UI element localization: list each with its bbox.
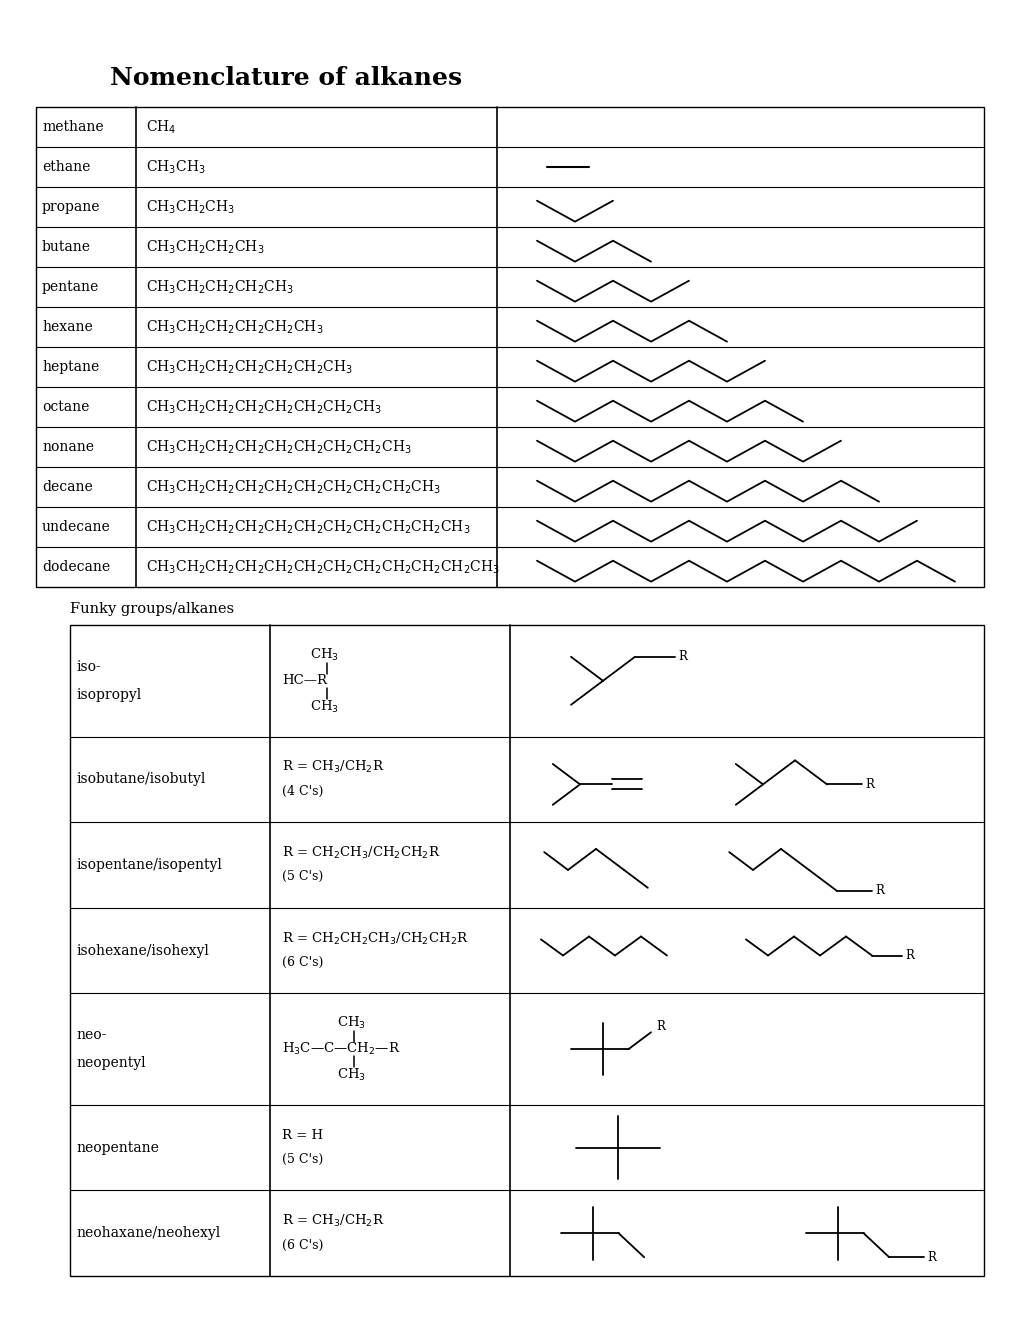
- Text: CH$_3$CH$_2$CH$_2$CH$_2$CH$_2$CH$_3$: CH$_3$CH$_2$CH$_2$CH$_2$CH$_2$CH$_3$: [146, 318, 323, 335]
- Text: hexane: hexane: [42, 319, 93, 334]
- Text: (6 C's): (6 C's): [281, 956, 323, 969]
- Text: CH$_3$: CH$_3$: [310, 698, 338, 715]
- Text: neo-: neo-: [76, 1028, 106, 1041]
- Text: neopentane: neopentane: [76, 1140, 159, 1155]
- Text: neohaxane/neohexyl: neohaxane/neohexyl: [76, 1226, 220, 1241]
- Text: Funky groups/alkanes: Funky groups/alkanes: [70, 602, 234, 616]
- Text: CH$_3$CH$_2$CH$_2$CH$_2$CH$_2$CH$_2$CH$_2$CH$_2$CH$_2$CH$_2$CH$_3$: CH$_3$CH$_2$CH$_2$CH$_2$CH$_2$CH$_2$CH$_…: [146, 519, 470, 536]
- Text: R: R: [926, 1251, 935, 1263]
- Text: CH$_3$: CH$_3$: [310, 647, 338, 663]
- Text: CH$_3$CH$_2$CH$_2$CH$_2$CH$_2$CH$_2$CH$_2$CH$_2$CH$_3$: CH$_3$CH$_2$CH$_2$CH$_2$CH$_2$CH$_2$CH$_…: [146, 438, 412, 455]
- Text: R = CH$_2$CH$_3$/CH$_2$CH$_2$R: R = CH$_2$CH$_3$/CH$_2$CH$_2$R: [281, 845, 440, 861]
- Text: (4 C's): (4 C's): [281, 785, 323, 797]
- Text: isopentane/isopentyl: isopentane/isopentyl: [76, 858, 222, 873]
- Text: R = CH$_2$CH$_2$CH$_3$/CH$_2$CH$_2$R: R = CH$_2$CH$_2$CH$_3$/CH$_2$CH$_2$R: [281, 931, 468, 946]
- Text: neopentyl: neopentyl: [76, 1056, 146, 1071]
- Text: (5 C's): (5 C's): [281, 1154, 323, 1166]
- Text: H$_3$C—C—CH$_2$—R: H$_3$C—C—CH$_2$—R: [281, 1041, 400, 1057]
- Text: CH$_3$CH$_2$CH$_2$CH$_2$CH$_2$CH$_2$CH$_2$CH$_3$: CH$_3$CH$_2$CH$_2$CH$_2$CH$_2$CH$_2$CH$_…: [146, 399, 382, 416]
- Text: HC—R: HC—R: [281, 675, 327, 688]
- Text: undecane: undecane: [42, 520, 111, 535]
- Text: R: R: [904, 949, 913, 962]
- Text: ethane: ethane: [42, 160, 91, 174]
- Text: CH$_3$CH$_2$CH$_2$CH$_2$CH$_2$CH$_2$CH$_3$: CH$_3$CH$_2$CH$_2$CH$_2$CH$_2$CH$_2$CH$_…: [146, 358, 353, 376]
- Text: R = CH$_3$/CH$_2$R: R = CH$_3$/CH$_2$R: [281, 1213, 384, 1229]
- Text: iso-: iso-: [76, 660, 101, 673]
- Text: methane: methane: [42, 120, 104, 135]
- Text: CH$_3$: CH$_3$: [336, 1015, 366, 1031]
- Text: CH$_3$CH$_2$CH$_3$: CH$_3$CH$_2$CH$_3$: [146, 198, 234, 215]
- Text: CH$_3$CH$_2$CH$_2$CH$_2$CH$_2$CH$_2$CH$_2$CH$_2$CH$_2$CH$_3$: CH$_3$CH$_2$CH$_2$CH$_2$CH$_2$CH$_2$CH$_…: [146, 478, 441, 496]
- Text: butane: butane: [42, 240, 91, 253]
- Text: Nomenclature of alkanes: Nomenclature of alkanes: [110, 66, 462, 90]
- Text: decane: decane: [42, 480, 93, 494]
- Text: CH$_3$CH$_2$CH$_2$CH$_2$CH$_2$CH$_2$CH$_2$CH$_2$CH$_2$CH$_2$CH$_2$CH$_3$: CH$_3$CH$_2$CH$_2$CH$_2$CH$_2$CH$_2$CH$_…: [146, 558, 499, 576]
- Text: dodecane: dodecane: [42, 560, 110, 574]
- Text: (6 C's): (6 C's): [281, 1238, 323, 1251]
- Text: R: R: [678, 651, 686, 663]
- Text: R: R: [864, 777, 873, 791]
- Text: R: R: [874, 884, 883, 898]
- Text: heptane: heptane: [42, 360, 99, 374]
- Text: pentane: pentane: [42, 280, 99, 294]
- Text: (5 C's): (5 C's): [281, 870, 323, 883]
- Text: CH$_3$CH$_3$: CH$_3$CH$_3$: [146, 158, 206, 176]
- Text: nonane: nonane: [42, 440, 94, 454]
- Text: CH$_3$CH$_2$CH$_2$CH$_2$CH$_3$: CH$_3$CH$_2$CH$_2$CH$_2$CH$_3$: [146, 279, 293, 296]
- Text: R: R: [655, 1020, 664, 1032]
- Text: isopropyl: isopropyl: [76, 688, 141, 702]
- Text: propane: propane: [42, 201, 101, 214]
- Text: R = CH$_3$/CH$_2$R: R = CH$_3$/CH$_2$R: [281, 759, 384, 775]
- Text: octane: octane: [42, 400, 90, 414]
- Bar: [70, 624, 983, 1276]
- Text: CH$_3$CH$_2$CH$_2$CH$_3$: CH$_3$CH$_2$CH$_2$CH$_3$: [146, 239, 264, 256]
- Bar: [36, 107, 983, 587]
- Text: CH$_4$: CH$_4$: [146, 119, 176, 136]
- Text: R = H: R = H: [281, 1129, 323, 1142]
- Text: CH$_3$: CH$_3$: [336, 1067, 366, 1084]
- Text: isobutane/isobutyl: isobutane/isobutyl: [76, 772, 205, 787]
- Text: isohexane/isohexyl: isohexane/isohexyl: [76, 944, 209, 957]
